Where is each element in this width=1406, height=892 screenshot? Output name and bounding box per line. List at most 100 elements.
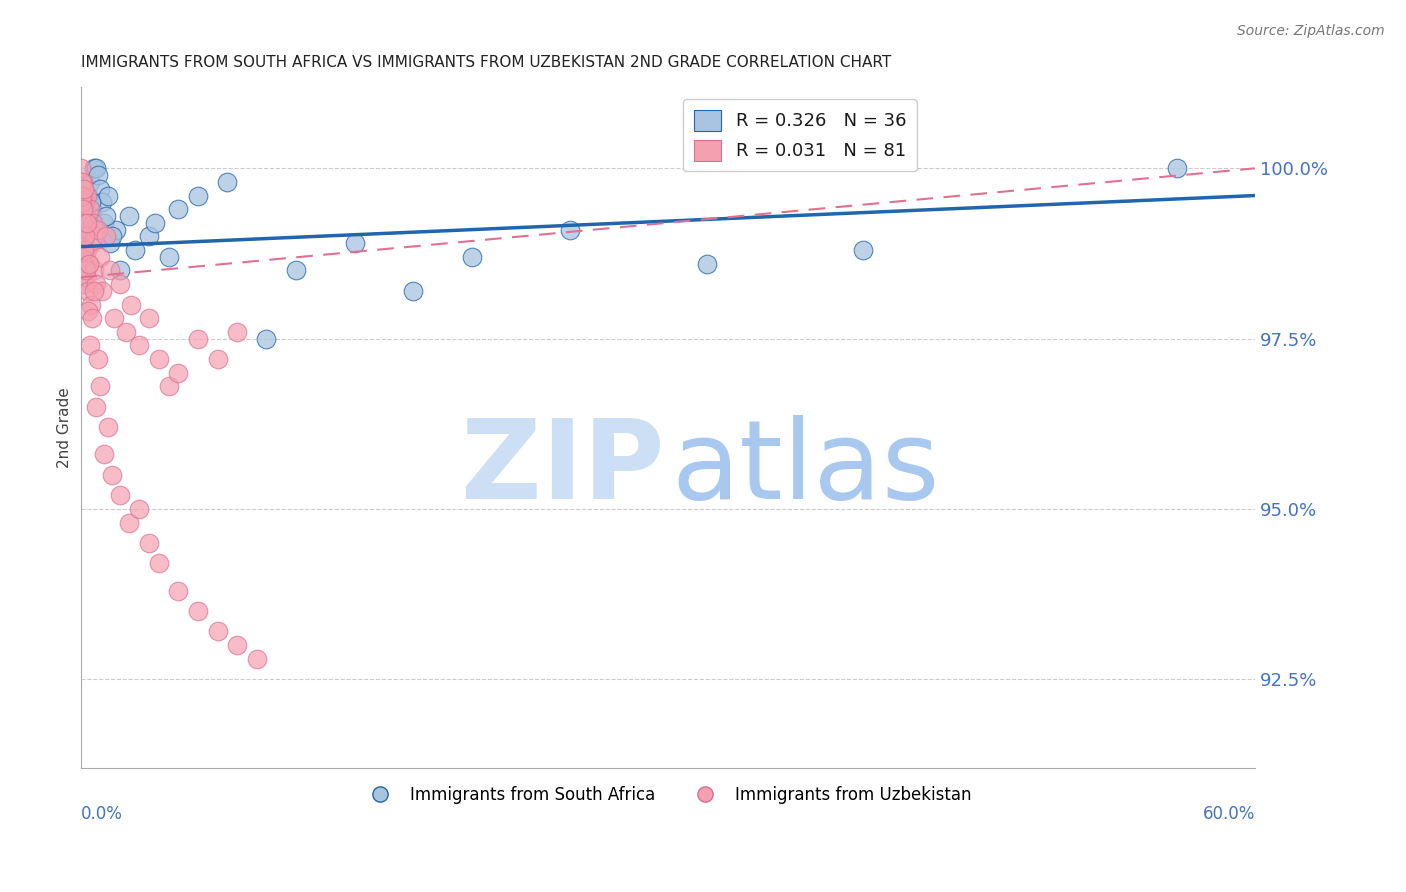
Point	[217, 175, 239, 189]
Point	[73, 250, 96, 264]
Point	[1166, 161, 1188, 176]
Point	[79, 338, 101, 352]
Point	[93, 216, 115, 230]
Legend: Immigrants from South Africa, Immigrants from Uzbekistan: Immigrants from South Africa, Immigrants…	[357, 779, 979, 811]
Point	[75, 229, 97, 244]
Text: 0.0%: 0.0%	[80, 805, 122, 823]
Point	[101, 229, 124, 244]
Point	[103, 311, 125, 326]
Point	[76, 216, 98, 230]
Point	[91, 195, 114, 210]
Point	[72, 222, 94, 236]
Text: atlas: atlas	[671, 415, 939, 522]
Point	[73, 243, 96, 257]
Point	[72, 229, 94, 244]
Point	[70, 195, 93, 210]
Point	[124, 243, 146, 257]
Point	[83, 161, 105, 176]
Point	[187, 332, 209, 346]
Point	[148, 557, 170, 571]
Point	[70, 195, 93, 210]
Point	[101, 467, 124, 482]
Point	[246, 651, 269, 665]
Point	[75, 270, 97, 285]
Point	[73, 216, 96, 230]
Point	[461, 250, 484, 264]
Point	[118, 209, 141, 223]
Point	[207, 624, 229, 639]
Point	[82, 202, 104, 217]
Point	[84, 277, 107, 292]
Point	[98, 263, 121, 277]
Point	[98, 236, 121, 251]
Point	[77, 284, 100, 298]
Point	[80, 297, 103, 311]
Point	[108, 263, 131, 277]
Point	[73, 182, 96, 196]
Point	[76, 222, 98, 236]
Point	[157, 250, 180, 264]
Point	[75, 209, 97, 223]
Point	[138, 536, 160, 550]
Point	[120, 297, 142, 311]
Point	[82, 236, 104, 251]
Point	[79, 257, 101, 271]
Point	[73, 195, 96, 210]
Point	[70, 175, 93, 189]
Point	[79, 202, 101, 217]
Point	[226, 325, 249, 339]
Point	[167, 366, 190, 380]
Point	[72, 257, 94, 271]
Point	[77, 304, 100, 318]
Point	[89, 379, 111, 393]
Point	[167, 202, 190, 217]
Point	[207, 352, 229, 367]
Point	[93, 447, 115, 461]
Point	[73, 182, 96, 196]
Point	[97, 188, 120, 202]
Point	[72, 216, 94, 230]
Text: IMMIGRANTS FROM SOUTH AFRICA VS IMMIGRANTS FROM UZBEKISTAN 2ND GRADE CORRELATION: IMMIGRANTS FROM SOUTH AFRICA VS IMMIGRAN…	[80, 55, 891, 70]
Point	[157, 379, 180, 393]
Point	[72, 188, 94, 202]
Point	[108, 277, 131, 292]
Point	[128, 338, 150, 352]
Point	[75, 263, 97, 277]
Point	[87, 168, 110, 182]
Point	[80, 195, 103, 210]
Point	[72, 270, 94, 285]
Point	[89, 250, 111, 264]
Point	[84, 229, 107, 244]
Point	[226, 638, 249, 652]
Point	[87, 222, 110, 236]
Point	[77, 222, 100, 236]
Point	[558, 222, 581, 236]
Point	[83, 263, 105, 277]
Point	[108, 488, 131, 502]
Point	[138, 311, 160, 326]
Point	[167, 583, 190, 598]
Point	[77, 188, 100, 202]
Point	[72, 175, 94, 189]
Text: Source: ZipAtlas.com: Source: ZipAtlas.com	[1237, 24, 1385, 38]
Point	[72, 216, 94, 230]
Point	[148, 352, 170, 367]
Point	[83, 284, 105, 298]
Point	[94, 229, 117, 244]
Point	[75, 229, 97, 244]
Point	[89, 182, 111, 196]
Point	[72, 202, 94, 217]
Point	[76, 243, 98, 257]
Point	[138, 229, 160, 244]
Point	[91, 284, 114, 298]
Point	[87, 352, 110, 367]
Point	[76, 188, 98, 202]
Point	[82, 311, 104, 326]
Point	[118, 516, 141, 530]
Point	[343, 236, 366, 251]
Point	[84, 161, 107, 176]
Text: 60.0%: 60.0%	[1202, 805, 1256, 823]
Point	[94, 209, 117, 223]
Point	[187, 188, 209, 202]
Point	[82, 216, 104, 230]
